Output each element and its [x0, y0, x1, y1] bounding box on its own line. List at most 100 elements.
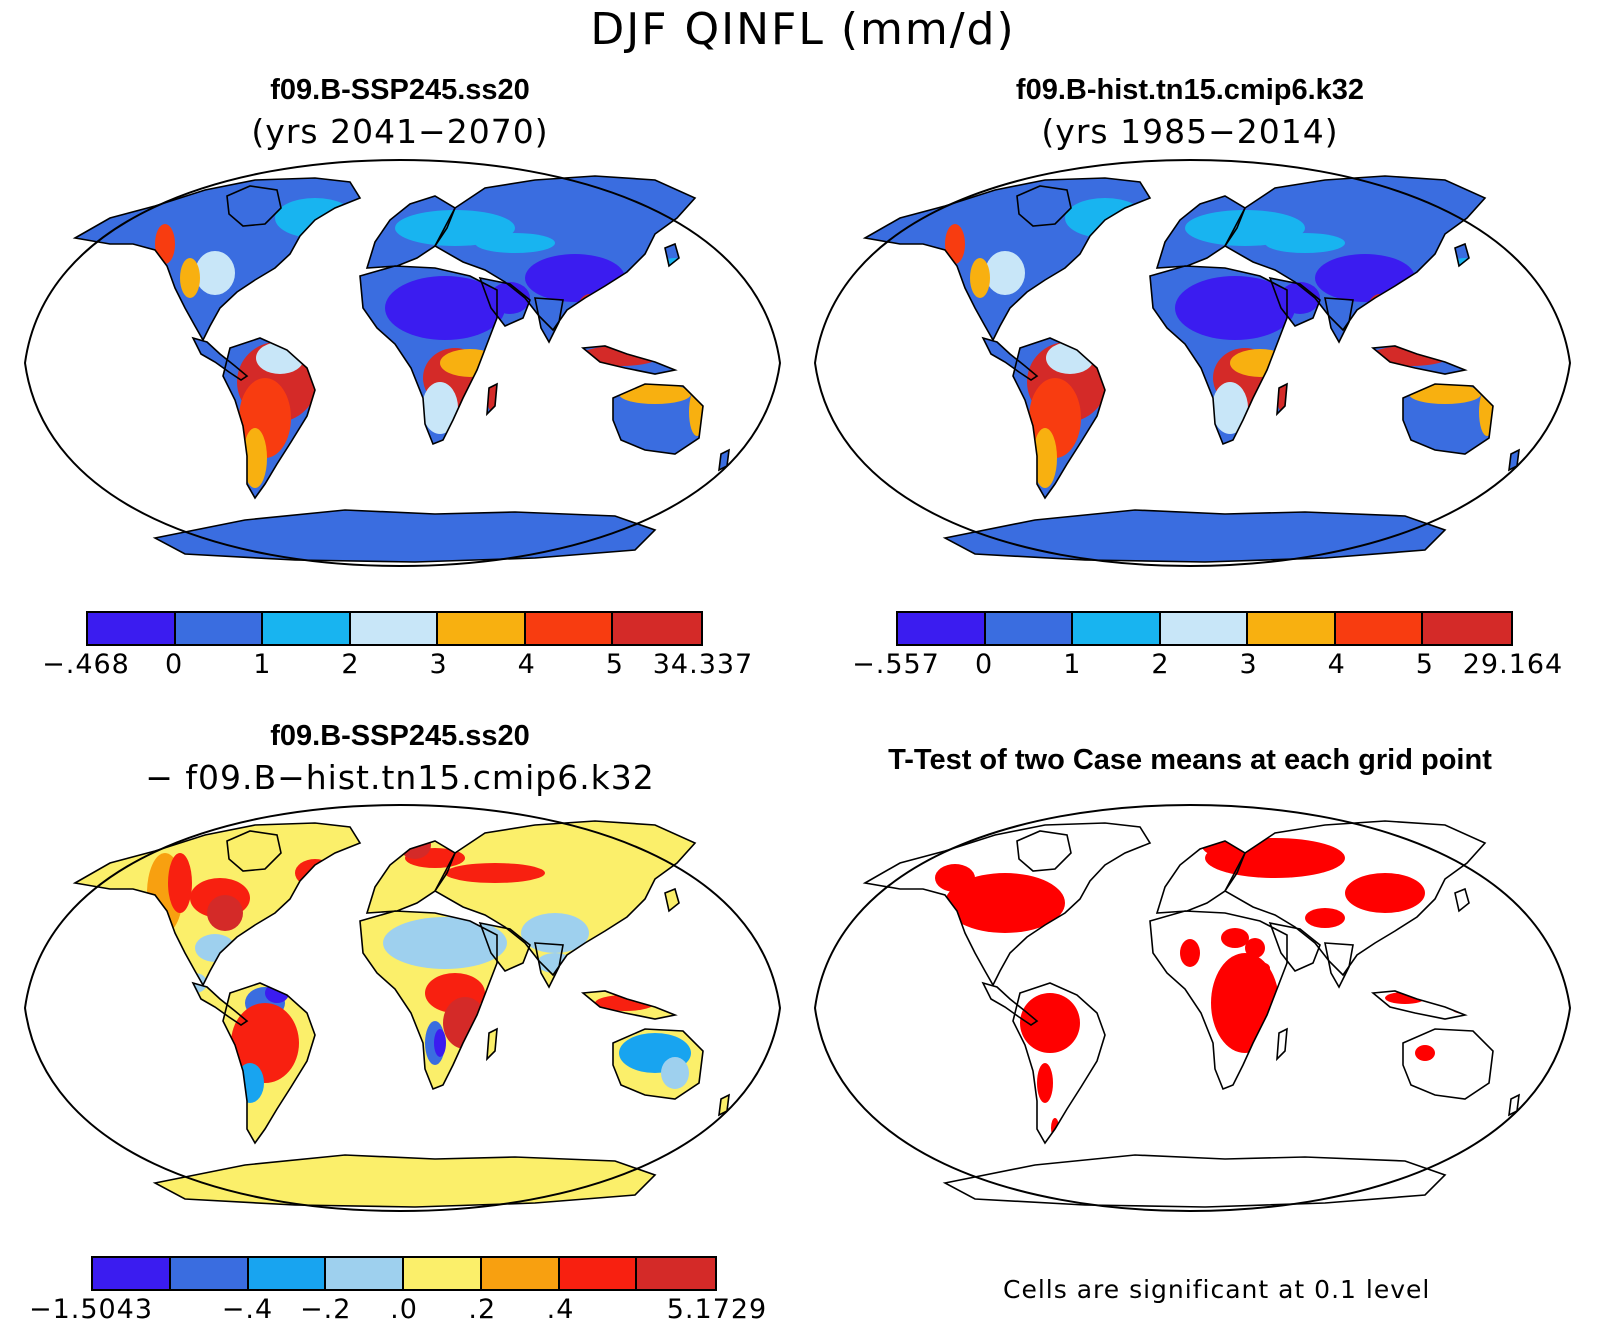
colorbar-swatch	[559, 1258, 638, 1289]
panel-tl-subtitle: (yrs 2041−2070)	[251, 112, 549, 151]
coastline	[534, 297, 564, 344]
colorbar-swatch	[350, 613, 439, 644]
colorbar-tick-label: −.557	[852, 649, 940, 680]
field-region	[1245, 938, 1265, 958]
colorbar-swatch	[263, 613, 351, 644]
coastline	[1370, 990, 1468, 1020]
colorbar-swatch	[613, 613, 701, 644]
panel-tl-title: f09.B-SSP245.ss20	[270, 74, 530, 106]
coastline	[1324, 942, 1354, 989]
field-region	[935, 864, 975, 892]
coastline	[72, 822, 362, 987]
colorbar-swatch	[404, 1258, 482, 1289]
coastline	[942, 1154, 1447, 1208]
colorbar-tick-label: 5	[1415, 649, 1434, 680]
coastline	[1268, 921, 1321, 972]
colorbar-tick-label: −1.5043	[28, 1294, 154, 1325]
map-border	[23, 158, 782, 568]
colorbar-tick-label: .2	[468, 1294, 497, 1325]
field-region	[1305, 908, 1345, 928]
field-region	[1415, 1045, 1435, 1061]
coastline	[1402, 1028, 1494, 1100]
panel-tr-title: f09.B-hist.tn15.cmip6.k32	[1015, 74, 1365, 106]
colorbar-swatch	[93, 1258, 171, 1289]
colorbar-tick-label: 0	[165, 649, 184, 680]
coastline	[222, 982, 316, 1145]
coastline	[1454, 242, 1470, 268]
land-region	[945, 510, 1445, 562]
colorbar-swatch	[481, 1258, 560, 1289]
field-region	[168, 853, 192, 913]
coastline	[1370, 345, 1468, 375]
colorbar-swatch	[438, 613, 526, 644]
field-region	[1280, 282, 1320, 314]
field-region	[985, 251, 1025, 295]
coastline	[433, 820, 697, 977]
coastline	[359, 265, 498, 446]
land-region	[1017, 831, 1071, 871]
colorbar-tick-label: .4	[546, 1294, 575, 1325]
coastline	[152, 509, 657, 563]
field-region	[490, 282, 530, 314]
colorbar-swatch	[1423, 613, 1511, 644]
land-region	[535, 298, 563, 342]
land-region	[1325, 298, 1353, 342]
coastline	[72, 177, 362, 342]
coastline	[359, 910, 498, 1091]
colorbar-swatch	[1160, 613, 1249, 644]
land-region	[155, 510, 655, 562]
colorbar-swatch	[1248, 613, 1336, 644]
colorbar-tick-label: −.4	[221, 1294, 274, 1325]
colorbar-top-right	[896, 611, 1513, 646]
field-region	[383, 917, 507, 969]
coastline	[1276, 1027, 1288, 1062]
field-region	[1212, 382, 1248, 434]
field-region	[945, 873, 1065, 933]
field-region	[195, 251, 235, 295]
colorbar-swatch	[326, 1258, 404, 1289]
coastline	[222, 337, 316, 500]
coastline	[534, 942, 564, 989]
panel-bl-subtitle: − f09.B−hist.tn15.cmip6.k32	[145, 758, 655, 797]
field-region	[970, 258, 990, 298]
field-region	[231, 1003, 299, 1083]
colorbar-swatch	[88, 613, 176, 644]
coastline	[942, 509, 1447, 563]
coastline	[191, 336, 249, 381]
coastline	[1268, 276, 1321, 327]
map-border	[23, 803, 782, 1213]
coastline	[664, 887, 680, 913]
colorbar-swatch	[1335, 613, 1424, 644]
coastline	[862, 177, 1152, 342]
field-region	[619, 384, 691, 404]
land-region	[435, 176, 695, 330]
coastline	[1016, 185, 1072, 227]
coastline	[226, 185, 282, 227]
field-region	[1033, 428, 1057, 488]
coastline	[664, 242, 680, 268]
coastline	[152, 1154, 657, 1208]
field-region	[1221, 928, 1249, 948]
colorbar-tick-label: 34.337	[652, 649, 754, 680]
coastline	[1012, 982, 1106, 1145]
land-region	[1325, 943, 1353, 987]
colorbar-tick-label: 4	[1327, 649, 1346, 680]
figure-title: DJF QINFL (mm/d)	[590, 4, 1016, 55]
colorbar-tick-label: −.2	[300, 1294, 352, 1325]
colorbar-tick-label: 1	[253, 649, 272, 680]
coastline	[1012, 337, 1106, 500]
field-region	[1175, 276, 1295, 340]
field-region	[475, 233, 555, 253]
coastline	[486, 382, 498, 417]
field-region	[1265, 233, 1345, 253]
land-region	[155, 1155, 655, 1207]
coastline	[1454, 887, 1470, 913]
coastline	[1223, 820, 1487, 977]
land-region	[435, 821, 695, 975]
field-region	[1409, 384, 1481, 404]
field-region	[945, 224, 965, 264]
coastline	[612, 1028, 704, 1100]
colorbar-top-left	[86, 611, 703, 646]
panel-tr-subtitle: (yrs 1985−2014)	[1041, 112, 1339, 151]
land-region	[1017, 186, 1071, 226]
